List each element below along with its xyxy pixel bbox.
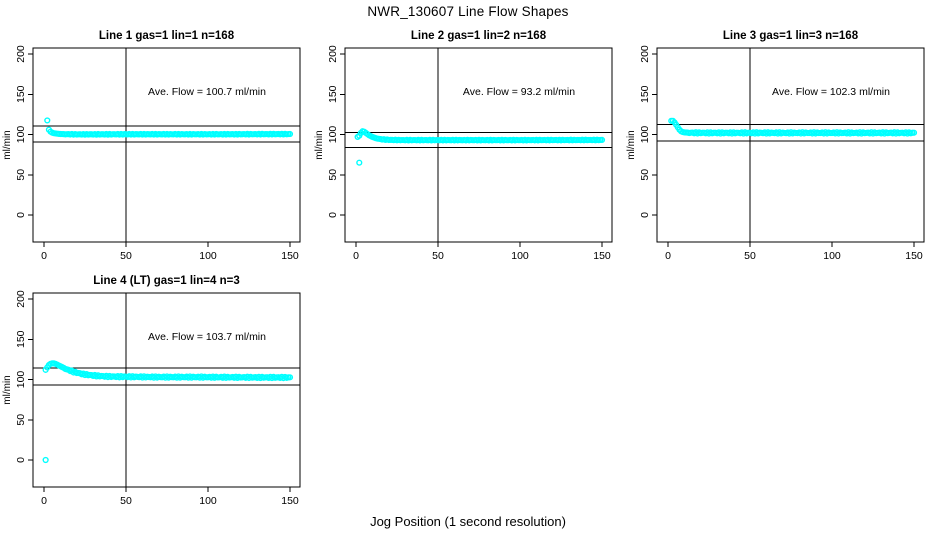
data-points: [668, 117, 918, 137]
panel-line-2: Line 2 gas=1 lin=2 n=168 0 50 100 150 0 50 100 1…: [312, 25, 624, 270]
panel-line-4: Line 4 (LT) gas=1 lin=4 n=3 0 50 100 150 0 50 1…: [0, 270, 312, 515]
y-tick-label: 0: [15, 212, 27, 218]
plot-box: [656, 47, 925, 243]
y-tick-label: 0: [327, 212, 339, 218]
y-tick-label: 100: [15, 371, 27, 389]
y-tick-label: 200: [15, 45, 27, 63]
y-tick-label: 50: [15, 414, 27, 426]
plot-box: [32, 292, 301, 488]
panel-title: Line 3 gas=1 lin=3 n=168: [723, 30, 859, 42]
y-tick-label: 50: [639, 169, 651, 181]
x-tick-label: 50: [744, 250, 756, 262]
x-tick-label: 150: [281, 495, 299, 507]
outlier-point: [42, 366, 49, 373]
chart-line-1: Line 1 gas=1 lin=1 n=168 0 50 100 150 0 50 100 1…: [2, 30, 301, 262]
y-tick-label: 200: [327, 45, 339, 63]
y-tick-label: 150: [327, 85, 339, 103]
x-tick-label: 150: [593, 250, 611, 262]
y-axis-label: ml/min: [2, 130, 13, 159]
chart-line-4: Line 4 (LT) gas=1 lin=4 n=3 0 50 100 150 0 50 1…: [2, 275, 301, 507]
y-tick-label: 0: [15, 457, 27, 463]
x-tick-label: 150: [905, 250, 923, 262]
y-tick-label: 100: [327, 126, 339, 144]
y-tick-label: 100: [15, 126, 27, 144]
y-tick-label: 0: [639, 212, 651, 218]
data-points: [42, 360, 294, 464]
y-axis-label: ml/min: [626, 130, 637, 159]
x-tick-label: 100: [199, 495, 217, 507]
data-points: [44, 117, 294, 138]
page-title: NWR_130607 Line Flow Shapes: [367, 4, 569, 19]
outlier-point: [356, 159, 363, 166]
ave-flow-annotation: Ave. Flow = 102.3 ml/min: [772, 86, 890, 98]
y-tick-label: 150: [15, 85, 27, 103]
x-tick-label: 0: [665, 250, 671, 262]
y-axis-label: ml/min: [314, 130, 325, 159]
panel-title: Line 2 gas=1 lin=2 n=168: [411, 30, 547, 42]
ave-flow-annotation: Ave. Flow = 93.2 ml/min: [463, 86, 575, 98]
ave-flow-annotation: Ave. Flow = 100.7 ml/min: [148, 86, 266, 98]
data-point: [286, 130, 294, 138]
data-point: [910, 129, 918, 136]
y-tick-label: 200: [639, 45, 651, 63]
x-tick-label: 100: [823, 250, 841, 262]
x-tick-label: 100: [199, 250, 217, 262]
x-axis-label: Jog Position (1 second resolution): [370, 514, 566, 529]
panel-title: Line 1 gas=1 lin=1 n=168: [99, 30, 235, 42]
y-tick-label: 100: [639, 126, 651, 144]
ave-flow-annotation: Ave. Flow = 103.7 ml/min: [148, 331, 266, 343]
x-tick-label: 0: [353, 250, 359, 262]
x-tick-label: 150: [281, 250, 299, 262]
data-point: [286, 374, 294, 381]
panel-line-1: Line 1 gas=1 lin=1 n=168 0 50 100 150 0 50 100 1…: [0, 25, 312, 270]
y-tick-label: 150: [15, 330, 27, 348]
chart-line-3: Line 3 gas=1 lin=3 n=168 0 50 100 150 0 50 100 1…: [626, 30, 925, 262]
data-points: [354, 128, 606, 166]
x-tick-label: 0: [41, 250, 47, 262]
panel-line-3: Line 3 gas=1 lin=3 n=168 0 50 100 150 0 50 100 1…: [624, 25, 936, 270]
x-tick-label: 50: [432, 250, 444, 262]
x-tick-label: 100: [511, 250, 529, 262]
y-axis-label: ml/min: [2, 375, 13, 404]
data-point: [598, 136, 606, 144]
plot-box: [344, 47, 613, 243]
y-tick-label: 50: [15, 169, 27, 181]
y-tick-label: 150: [639, 85, 651, 103]
x-tick-label: 50: [120, 250, 132, 262]
outlier-point: [42, 456, 49, 464]
x-tick-label: 50: [120, 495, 132, 507]
y-tick-label: 50: [327, 169, 339, 181]
panel-title: Line 4 (LT) gas=1 lin=4 n=3: [93, 275, 239, 287]
plot-box: [32, 47, 301, 243]
data-point: [44, 117, 51, 124]
y-tick-label: 200: [15, 290, 27, 308]
x-tick-label: 0: [41, 495, 47, 507]
chart-line-2: Line 2 gas=1 lin=2 n=168 0 50 100 150 0 50 100 1…: [314, 30, 613, 262]
